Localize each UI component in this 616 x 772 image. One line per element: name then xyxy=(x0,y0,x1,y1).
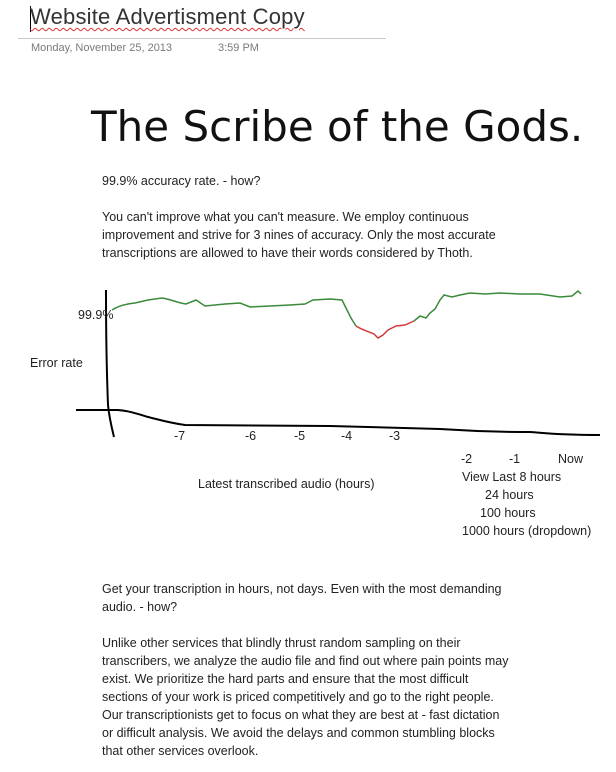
y-tick-label: 99.9% xyxy=(78,308,114,322)
x-tick-minus-2: -2 xyxy=(461,452,473,466)
speed-paragraph-line-1: Unlike other services that blindly thrus… xyxy=(102,636,461,650)
range-option-100-hours[interactable]: 100 hours xyxy=(480,506,536,520)
sketch-y-axis xyxy=(105,289,115,438)
accuracy-paragraph-line-1: You can't improve what you can't measure… xyxy=(102,210,469,224)
x-tick-minus-5: -5 xyxy=(294,429,306,443)
range-option-1000-hours-dropdown[interactable]: 1000 hours (dropdown) xyxy=(462,524,592,538)
speed-paragraph-line-7: that other services overlook. xyxy=(102,744,259,758)
sketch-error-line-bad xyxy=(355,320,415,339)
page-date: Monday, November 25, 2013 xyxy=(31,42,173,54)
speed-question-line-1: Get your transcription in hours, not day… xyxy=(102,582,502,596)
accuracy-paragraph-line-2: improvement and strive for 3 nines of ac… xyxy=(102,228,496,242)
speed-paragraph-line-2: transcribers, we analyze the audio file … xyxy=(102,654,509,668)
y-axis-label: Error rate xyxy=(30,356,83,370)
accuracy-question: 99.9% accuracy rate. - how? xyxy=(102,174,261,188)
page-title[interactable]: Website Advertisment Copy xyxy=(30,4,305,30)
x-axis-label: Latest transcribed audio (hours) xyxy=(198,477,375,491)
accuracy-paragraph-line-3: transcriptions are allowed to have their… xyxy=(102,246,473,260)
title-divider xyxy=(18,38,386,39)
page-time: 3:59 PM xyxy=(218,42,259,54)
x-tick-minus-6: -6 xyxy=(245,429,257,443)
x-tick-now: Now xyxy=(558,452,584,466)
speed-paragraph-line-3: exist. We prioritize the hard parts and … xyxy=(102,672,469,686)
speed-paragraph-line-6: or difficult analysis. We avoid the dela… xyxy=(102,726,495,740)
sketch-error-line-good-1 xyxy=(111,297,357,327)
range-option-24-hours[interactable]: 24 hours xyxy=(485,488,534,502)
page-title-text[interactable]: Website Advertisment Copy xyxy=(30,4,305,29)
sketch-error-line-good-2 xyxy=(413,289,582,322)
speed-paragraph-line-4: sections of your work is priced competit… xyxy=(102,690,494,704)
speed-paragraph-line-5: Our transcriptionists get to focus on wh… xyxy=(102,708,500,722)
x-tick-minus-1: -1 xyxy=(509,452,521,466)
x-tick-minus-7: -7 xyxy=(174,429,186,443)
x-tick-minus-4: -4 xyxy=(341,429,353,443)
headline: The Scribe of the Gods. xyxy=(91,102,584,151)
speed-question-line-2: audio. - how? xyxy=(102,600,178,614)
x-tick-minus-3: -3 xyxy=(389,429,401,443)
text-cursor xyxy=(30,6,31,32)
range-option-8-hours[interactable]: View Last 8 hours xyxy=(462,470,562,484)
sketch-baseline-line xyxy=(76,409,601,436)
